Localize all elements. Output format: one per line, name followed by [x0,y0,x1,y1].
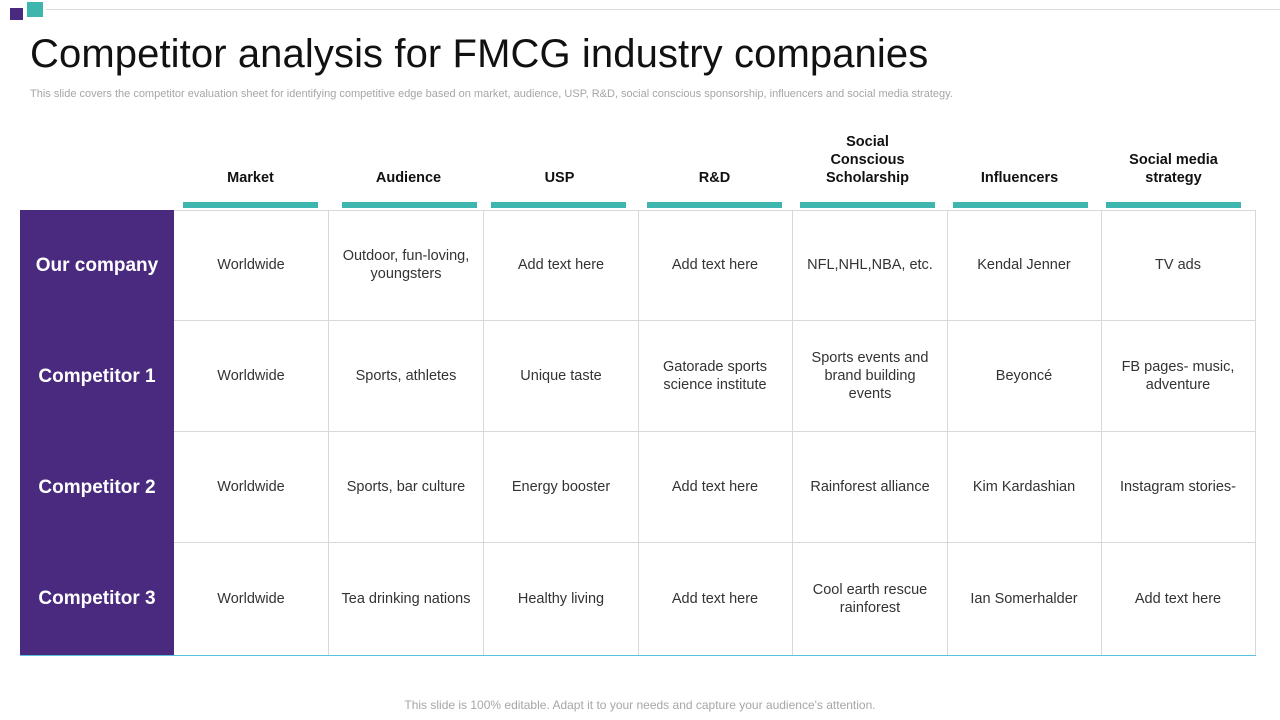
table-cell: Add text here [638,432,793,543]
table-top-border [174,210,1256,211]
logo-teal-square [27,2,43,17]
table-cell: Worldwide [174,210,329,321]
table-cell: NFL,NHL,NBA, etc. [793,210,948,321]
row-label-competitor-3: Competitor 3 [20,543,174,655]
column-header-usp: USP [544,170,575,186]
table-cell: Sports, athletes [329,321,484,432]
table-cell: Worldwide [174,543,329,655]
table-cell: Sports events and brand building events [793,321,948,432]
table-cell: Add text here [1101,543,1256,655]
row-label-competitor-1: Competitor 1 [20,321,174,432]
table-cell: Kim Kardashian [947,432,1102,543]
column-header-market: Market [227,170,274,186]
row-label-our-company: Our company [20,210,174,321]
table-cell: Beyoncé [947,321,1102,432]
table-cell: Kendal Jenner [947,210,1102,321]
table-cell: Sports, bar culture [329,432,484,543]
column-header-social-media-strategy: Social media strategy [1129,152,1218,186]
comparison-table: Our company Worldwide Outdoor, fun-lovin… [20,210,1256,656]
column-header-influencers: Influencers [980,170,1059,186]
slide-footer: This slide is 100% editable. Adapt it to… [404,698,876,712]
column-header-social-conscious-scholarship: Social Conscious Scholarship [826,134,909,186]
slide-subtitle: This slide covers the competitor evaluat… [30,88,953,100]
table-cell: Cool earth rescue rainforest [793,543,948,655]
table-cell: TV ads [1101,210,1256,321]
table-cell: Add text here [638,210,793,321]
slide-title: Competitor analysis for FMCG industry co… [30,32,929,76]
table-cell: Instagram stories- [1101,432,1256,543]
column-underline [183,202,318,208]
column-underline [342,202,477,208]
table-cell: Outdoor, fun-loving, youngsters [329,210,484,321]
table-cell: Add text here [484,210,639,321]
table-cell: Ian Somerhalder [947,543,1102,655]
table-cell: Energy booster [484,432,639,543]
table-cell: FB pages- music, adventure [1101,321,1256,432]
table-cell: Worldwide [174,321,329,432]
table-cell: Unique taste [484,321,639,432]
column-underline [1106,202,1241,208]
table-cell: Tea drinking nations [329,543,484,655]
column-header-rnd: R&D [698,170,731,186]
column-underline [800,202,935,208]
table-cell: Rainforest alliance [793,432,948,543]
top-divider [46,9,1280,10]
table-cell: Healthy living [484,543,639,655]
table-cell: Worldwide [174,432,329,543]
table-cell: Add text here [638,543,793,655]
column-underline [491,202,626,208]
column-underline [647,202,782,208]
column-header-audience: Audience [375,170,442,186]
row-label-competitor-2: Competitor 2 [20,432,174,543]
column-underline [953,202,1088,208]
logo-purple-square [10,8,23,20]
table-cell: Gatorade sports science institute [638,321,793,432]
